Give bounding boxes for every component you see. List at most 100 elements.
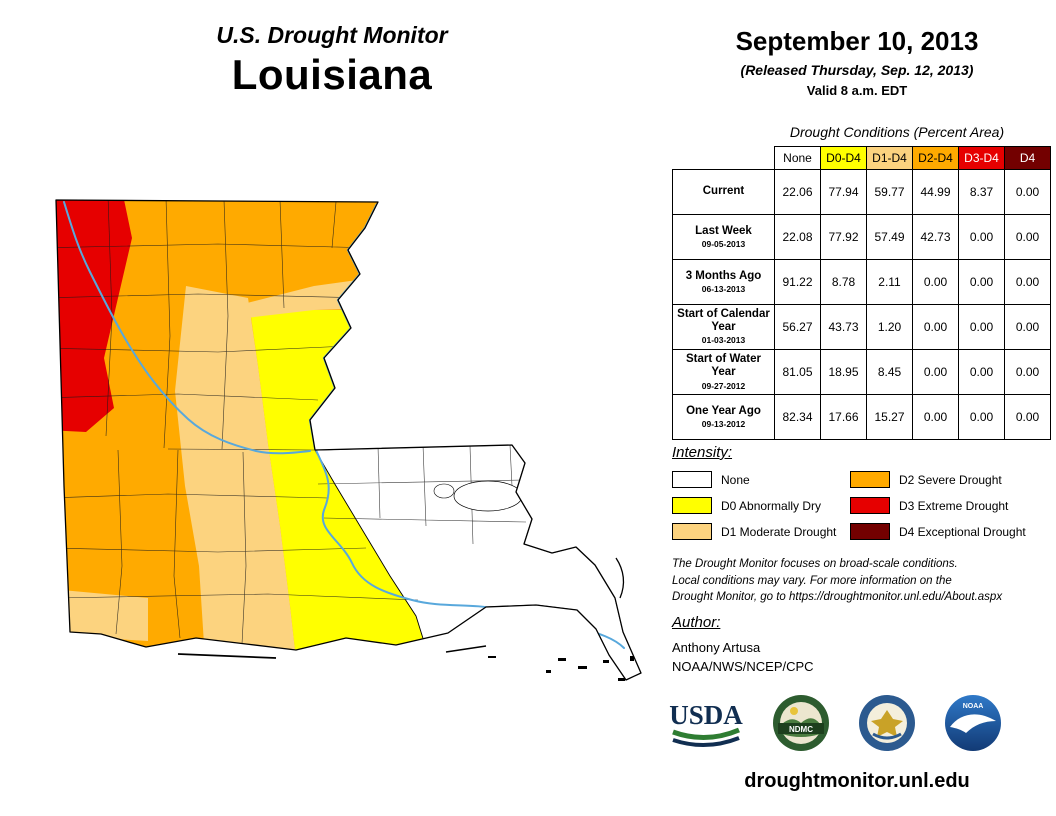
value-cell: 0.00 bbox=[912, 303, 959, 351]
report-title: U.S. Drought Monitor bbox=[216, 22, 448, 48]
disclaimer-line: Local conditions may vary. For more info… bbox=[672, 574, 952, 587]
value-cell: 0.00 bbox=[1004, 303, 1051, 351]
noaa-logo: NOAA bbox=[945, 695, 1001, 751]
table-corner-cell bbox=[672, 146, 775, 170]
legend-swatch bbox=[850, 497, 890, 514]
disclaimer-text: The Drought Monitor focuses on broad-sca… bbox=[672, 556, 1056, 606]
ndmc-logo: NDMC bbox=[773, 695, 829, 751]
disclaimer-line: The Drought Monitor focuses on broad-sca… bbox=[672, 558, 958, 570]
value-cell: 44.99 bbox=[912, 169, 959, 215]
legend-item-d4: D4 Exceptional Drought bbox=[850, 523, 1026, 540]
row-label: 3 Months Ago 06-13-2013 bbox=[672, 259, 775, 305]
value-cell: 82.34 bbox=[774, 394, 821, 441]
legend-column-left: None D0 Abnormally Dry D1 Moderate Drought bbox=[672, 471, 850, 549]
value-cell: 77.94 bbox=[820, 169, 867, 215]
legend-swatch bbox=[850, 471, 890, 488]
value-cell: 0.00 bbox=[958, 214, 1005, 260]
state-name: Louisiana bbox=[231, 51, 433, 98]
value-cell: 8.37 bbox=[958, 169, 1005, 215]
value-cell: 8.45 bbox=[866, 349, 913, 396]
value-cell: 2.11 bbox=[866, 259, 913, 305]
lake-maurepas bbox=[433, 483, 455, 499]
table-header-row: None D0-D4 D1-D4 D2-D4 D3-D4 D4 bbox=[672, 146, 1051, 170]
legend-column-right: D2 Severe Drought D3 Extreme Drought D4 Ex… bbox=[850, 471, 1026, 549]
col-header-d4: D4 bbox=[1004, 146, 1051, 170]
table-caption: Drought Conditions (Percent Area) bbox=[789, 124, 1005, 140]
usda-logo: USDA bbox=[669, 700, 743, 748]
lake-pontchartrain bbox=[453, 480, 523, 512]
legend-heading: Intensity: bbox=[672, 444, 733, 461]
legend-label: D0 Abnormally Dry bbox=[721, 498, 822, 513]
value-cell: 0.00 bbox=[958, 303, 1005, 351]
table-row: One Year Ago 09-13-2012 82.34 17.66 15.27 0.0… bbox=[672, 394, 1051, 441]
author-org: NOAA/NWS/NCEP/CPC bbox=[672, 659, 814, 674]
value-cell: 22.06 bbox=[774, 169, 821, 215]
legend-label: D3 Extreme Drought bbox=[899, 498, 1009, 513]
value-cell: 18.95 bbox=[820, 349, 867, 396]
map-region-d0 bbox=[250, 310, 430, 656]
state-outline bbox=[55, 199, 642, 681]
map-region-d1 bbox=[175, 286, 295, 650]
website-url: droughtmonitor.unl.edu bbox=[744, 770, 970, 792]
legend-label: D1 Moderate Drought bbox=[721, 524, 837, 539]
commerce-logo bbox=[859, 695, 915, 751]
legend-item-d1: D1 Moderate Drought bbox=[672, 523, 850, 540]
col-header-d1-d4: D1-D4 bbox=[866, 146, 913, 170]
author-name: Anthony Artusa bbox=[672, 640, 761, 655]
legend-label: D4 Exceptional Drought bbox=[899, 524, 1026, 539]
value-cell: 81.05 bbox=[774, 349, 821, 396]
legend-item-d0: D0 Abnormally Dry bbox=[672, 497, 850, 514]
value-cell: 8.78 bbox=[820, 259, 867, 305]
legend-swatch bbox=[672, 471, 712, 488]
legend-swatch bbox=[672, 497, 712, 514]
value-cell: 56.27 bbox=[774, 303, 821, 351]
report-date: September 10, 2013 bbox=[735, 26, 979, 56]
value-cell: 0.00 bbox=[958, 259, 1005, 305]
value-cell: 15.27 bbox=[866, 394, 913, 441]
legend-swatch bbox=[850, 523, 890, 540]
usda-wordmark: USDA bbox=[669, 700, 743, 730]
legend-label: D2 Severe Drought bbox=[899, 472, 1002, 487]
noaa-wordmark: NOAA bbox=[963, 703, 984, 710]
value-cell: 17.66 bbox=[820, 394, 867, 441]
value-cell: 43.73 bbox=[820, 303, 867, 351]
author-heading: Author: bbox=[672, 614, 721, 631]
legend-item-d2: D2 Severe Drought bbox=[850, 471, 1026, 488]
value-cell: 77.92 bbox=[820, 214, 867, 260]
value-cell: 57.49 bbox=[866, 214, 913, 260]
legend-label: None bbox=[721, 472, 750, 487]
valid-time: Valid 8 a.m. EDT bbox=[806, 83, 908, 98]
value-cell: 91.22 bbox=[774, 259, 821, 305]
row-label: Last Week 09-05-2013 bbox=[672, 214, 775, 260]
value-cell: 22.08 bbox=[774, 214, 821, 260]
value-cell: 0.00 bbox=[1004, 259, 1051, 305]
value-cell: 0.00 bbox=[912, 349, 959, 396]
release-date: (Released Thursday, Sep. 12, 2013) bbox=[740, 62, 974, 78]
parish-boundaries bbox=[56, 200, 527, 645]
value-cell: 1.20 bbox=[866, 303, 913, 351]
author-block: Author: Anthony Artusa NOAA/NWS/NCEP/CPC bbox=[672, 614, 814, 674]
legend-item-none: None bbox=[672, 471, 850, 488]
value-cell: 0.00 bbox=[958, 349, 1005, 396]
table-row: Current 22.06 77.94 59.77 44.99 8.37 0.00 bbox=[672, 169, 1051, 215]
col-header-none: None bbox=[774, 146, 821, 170]
value-cell: 0.00 bbox=[958, 394, 1005, 441]
date-block: September 10, 2013 (Released Thursday, S… bbox=[683, 26, 1031, 98]
value-cell: 42.73 bbox=[912, 214, 959, 260]
row-label: Current bbox=[672, 169, 775, 215]
col-header-d0-d4: D0-D4 bbox=[820, 146, 867, 170]
drought-conditions-table: None D0-D4 D1-D4 D2-D4 D3-D4 D4 Current 22.06 7… bbox=[672, 146, 1051, 441]
col-header-d2-d4: D2-D4 bbox=[912, 146, 959, 170]
value-cell: 0.00 bbox=[1004, 169, 1051, 215]
map-region-d1-southwest bbox=[62, 590, 148, 641]
disclaimer-line: Drought Monitor, go to https://droughtmo… bbox=[672, 591, 1003, 604]
red-river bbox=[63, 201, 311, 455]
value-cell: 0.00 bbox=[912, 394, 959, 441]
table-row: Last Week 09-05-2013 22.08 77.92 57.49 42.73 0… bbox=[672, 214, 1051, 260]
col-header-d3-d4: D3-D4 bbox=[958, 146, 1005, 170]
table-row: Start of Calendar Year 01-03-2013 56.27 43.… bbox=[672, 303, 1051, 351]
row-label: One Year Ago 09-13-2012 bbox=[672, 394, 775, 441]
legend-swatch bbox=[672, 523, 712, 540]
intensity-legend: Intensity: None D0 Abnormally Dry D1 Moder… bbox=[672, 444, 1044, 549]
value-cell: 0.00 bbox=[1004, 214, 1051, 260]
